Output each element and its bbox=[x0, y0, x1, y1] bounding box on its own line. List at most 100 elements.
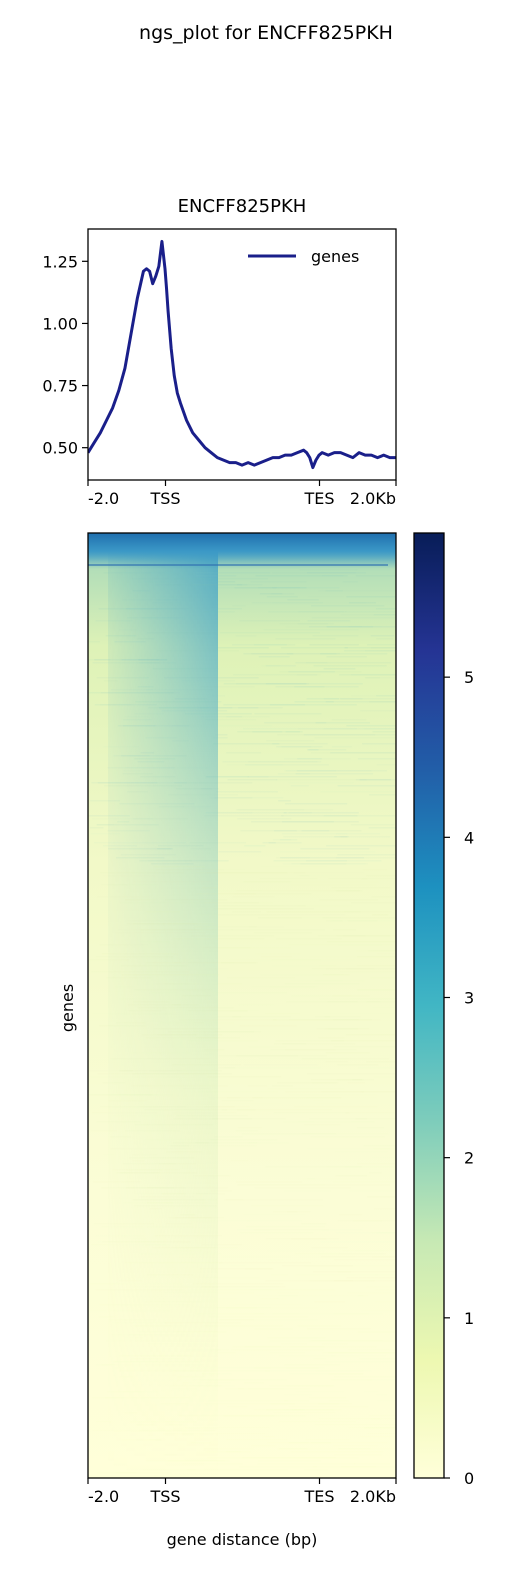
heatmap-streak bbox=[123, 719, 151, 721]
heatmap-streak bbox=[232, 1016, 291, 1018]
heatmap-streak bbox=[322, 1229, 363, 1231]
heatmap-streak bbox=[117, 929, 199, 931]
heatmap-streak bbox=[309, 956, 356, 958]
colorbar-gradient bbox=[414, 533, 444, 1478]
heatmap-streak bbox=[338, 944, 393, 946]
heatmap-streak bbox=[147, 911, 180, 913]
heatmap-streak bbox=[109, 1100, 147, 1102]
heatmap-streak bbox=[205, 1049, 225, 1051]
heatmap-streak bbox=[188, 962, 234, 964]
heatmap-streak bbox=[173, 1112, 237, 1114]
heatmap-streak bbox=[134, 758, 175, 760]
heatmap-streak bbox=[205, 719, 256, 721]
heatmap-streak bbox=[322, 1343, 348, 1345]
heatmap-streak bbox=[314, 1358, 326, 1360]
heatmap-streak bbox=[208, 1097, 262, 1099]
heatmap-streak bbox=[337, 935, 411, 937]
heatmap-streak bbox=[204, 1325, 283, 1327]
heatmap-streak bbox=[330, 752, 404, 754]
heatmap-streak bbox=[102, 1187, 187, 1189]
heatmap-streak bbox=[97, 896, 152, 898]
heatmap-streak bbox=[146, 962, 181, 964]
heatmap-streak bbox=[132, 1154, 158, 1156]
heatmap-streak bbox=[340, 698, 411, 700]
heatmap-streak bbox=[154, 1475, 189, 1477]
heatmap-streak bbox=[144, 1109, 227, 1111]
heatmap-streak bbox=[121, 965, 187, 967]
heatmap-streak bbox=[177, 1331, 226, 1333]
heatmap-streak bbox=[169, 1325, 186, 1327]
heatmap-streak bbox=[279, 1421, 356, 1423]
heatmap-streak bbox=[337, 854, 423, 856]
heatmap-streak bbox=[301, 1223, 326, 1225]
line-y-tick-label: 0.50 bbox=[42, 439, 78, 458]
heatmap-streak bbox=[196, 872, 288, 874]
heatmap-streak bbox=[314, 737, 400, 739]
heatmap-streak bbox=[341, 836, 391, 838]
heatmap-streak bbox=[151, 863, 194, 865]
heatmap-streak bbox=[307, 1148, 390, 1150]
heatmap-streak bbox=[334, 1376, 410, 1378]
heatmap-streak bbox=[89, 641, 100, 643]
heatmap-streak bbox=[154, 1028, 221, 1030]
heatmap-streak bbox=[328, 1001, 381, 1003]
heatmap-streak bbox=[90, 800, 120, 802]
heatmap-streak bbox=[347, 1277, 404, 1279]
heatmap-streak bbox=[244, 1382, 264, 1384]
heatmap-streak bbox=[276, 1040, 345, 1042]
heatmap-streak bbox=[160, 596, 177, 598]
heatmap-streak bbox=[254, 713, 321, 715]
heatmap-streak bbox=[326, 1061, 348, 1063]
heatmap-streak bbox=[295, 701, 334, 703]
heatmap-streak bbox=[274, 860, 347, 862]
heatmap-streak bbox=[133, 590, 150, 592]
heatmap-streak bbox=[281, 1343, 307, 1345]
heatmap-streak bbox=[298, 611, 346, 613]
heatmap-streak bbox=[270, 704, 357, 706]
heatmap-streak bbox=[320, 791, 404, 793]
heatmap-streak bbox=[252, 602, 323, 604]
heatmap-streak bbox=[267, 596, 298, 598]
heatmap-x-tick-label: TES bbox=[303, 1487, 334, 1506]
heatmap-streak bbox=[258, 1058, 348, 1060]
heatmap-streak bbox=[94, 842, 186, 844]
heatmap-streak bbox=[92, 1112, 158, 1114]
heatmap-streak bbox=[88, 959, 129, 961]
heatmap-streak bbox=[157, 1034, 222, 1036]
heatmap-streak bbox=[182, 959, 194, 961]
heatmap-streak bbox=[153, 602, 182, 604]
heatmap-streak bbox=[279, 623, 328, 625]
heatmap-streak bbox=[138, 1007, 234, 1009]
heatmap-streak bbox=[165, 983, 199, 985]
heatmap-streak bbox=[134, 923, 198, 925]
heatmap-streak bbox=[139, 1253, 221, 1255]
heatmap-streak bbox=[362, 743, 414, 745]
heatmap-streak bbox=[257, 1463, 355, 1465]
heatmap-streak bbox=[88, 1475, 157, 1477]
heatmap-streak bbox=[221, 1373, 232, 1375]
heatmap-streak bbox=[346, 1112, 395, 1114]
heatmap-streak bbox=[214, 905, 306, 907]
heatmap-streak bbox=[313, 1466, 397, 1468]
heatmap-streak bbox=[266, 665, 296, 667]
heatmap-streak bbox=[372, 914, 388, 916]
heatmap-streak bbox=[108, 848, 173, 850]
heatmap-streak bbox=[189, 1040, 258, 1042]
heatmap-streak bbox=[227, 977, 295, 979]
heatmap-streak bbox=[102, 875, 155, 877]
heatmap-streak bbox=[255, 953, 300, 955]
heatmap-streak bbox=[139, 1196, 194, 1198]
heatmap-streak bbox=[149, 1070, 222, 1072]
heatmap-streak bbox=[326, 1184, 389, 1186]
heatmap-streak bbox=[128, 1004, 181, 1006]
heatmap-streak bbox=[90, 827, 104, 829]
heatmap-streak bbox=[134, 1205, 217, 1207]
heatmap-streak bbox=[175, 698, 208, 700]
heatmap-streak bbox=[331, 1355, 386, 1357]
heatmap-streak bbox=[338, 1253, 386, 1255]
heatmap-streak bbox=[226, 716, 270, 718]
heatmap-streak bbox=[94, 1181, 141, 1183]
line-plot-y-axis: 0.50 0.75 1.00 1.25 bbox=[42, 252, 88, 457]
heatmap-streak bbox=[310, 644, 359, 646]
